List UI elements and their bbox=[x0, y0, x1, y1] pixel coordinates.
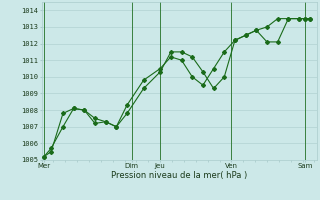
X-axis label: Pression niveau de la mer( hPa ): Pression niveau de la mer( hPa ) bbox=[111, 171, 247, 180]
